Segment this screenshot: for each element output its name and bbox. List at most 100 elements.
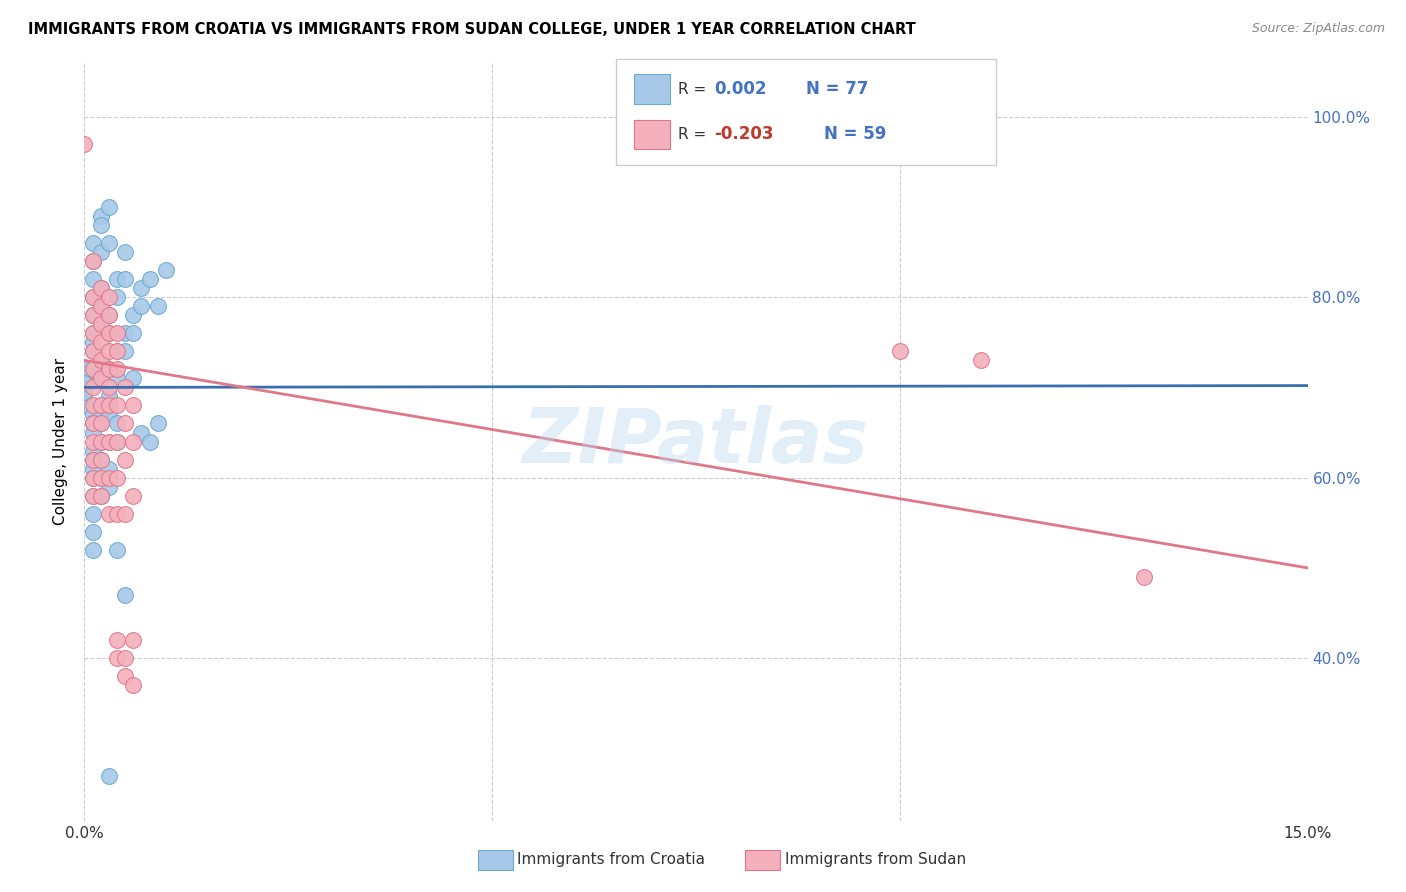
Point: [114, 272, 136, 286]
Point: [105, 290, 128, 304]
Point: [105, 542, 128, 557]
Point: [90, 362, 112, 376]
Point: [82, 380, 104, 394]
Text: R =: R =: [678, 127, 706, 142]
Point: [90, 317, 112, 331]
Point: [97, 326, 120, 341]
Text: IMMIGRANTS FROM CROATIA VS IMMIGRANTS FROM SUDAN COLLEGE, UNDER 1 YEAR CORRELATI: IMMIGRANTS FROM CROATIA VS IMMIGRANTS FR…: [28, 22, 915, 37]
Point: [122, 633, 145, 648]
Point: [105, 344, 128, 359]
Point: [105, 371, 128, 385]
Point: [73, 376, 96, 390]
Point: [90, 434, 112, 449]
Point: [114, 417, 136, 431]
Point: [97, 461, 120, 475]
Point: [82, 507, 104, 521]
Text: Source: ZipAtlas.com: Source: ZipAtlas.com: [1251, 22, 1385, 36]
Point: [146, 417, 169, 431]
Point: [90, 399, 112, 413]
Point: [131, 299, 153, 313]
Point: [138, 434, 160, 449]
Point: [97, 768, 120, 782]
Point: [97, 389, 120, 403]
Point: [114, 452, 136, 467]
Point: [82, 434, 104, 449]
Point: [97, 434, 120, 449]
Point: [114, 507, 136, 521]
Point: [82, 326, 104, 341]
Point: [122, 326, 145, 341]
Point: [105, 272, 128, 286]
Point: [122, 489, 145, 503]
Point: [122, 434, 145, 449]
Point: [90, 489, 112, 503]
FancyBboxPatch shape: [634, 120, 671, 149]
Point: [114, 344, 136, 359]
Point: [82, 272, 104, 286]
Point: [122, 308, 145, 322]
Point: [82, 489, 104, 503]
Point: [90, 452, 112, 467]
Point: [122, 678, 145, 692]
Point: [97, 362, 120, 376]
Point: [105, 507, 128, 521]
Point: [114, 669, 136, 683]
Y-axis label: College, Under 1 year: College, Under 1 year: [53, 358, 69, 525]
Point: [82, 524, 104, 539]
Point: [90, 489, 112, 503]
Point: [73, 371, 96, 385]
Point: [90, 371, 112, 385]
Point: [105, 434, 128, 449]
Text: Immigrants from Sudan: Immigrants from Sudan: [785, 853, 966, 867]
Point: [97, 290, 120, 304]
Point: [105, 344, 128, 359]
Point: [90, 209, 112, 223]
Point: [82, 344, 104, 359]
Text: N = 59: N = 59: [824, 126, 887, 144]
FancyBboxPatch shape: [616, 59, 995, 165]
FancyBboxPatch shape: [634, 74, 671, 103]
Point: [90, 371, 112, 385]
Point: [90, 399, 112, 413]
Point: [97, 380, 120, 394]
Text: -0.203: -0.203: [714, 126, 773, 144]
Point: [82, 417, 104, 431]
Point: [97, 399, 120, 413]
Point: [97, 344, 120, 359]
Point: [73, 384, 96, 399]
Point: [90, 452, 112, 467]
Point: [90, 353, 112, 368]
Point: [1133, 570, 1156, 584]
Point: [114, 380, 136, 394]
Point: [97, 235, 120, 250]
Point: [138, 272, 160, 286]
Point: [105, 470, 128, 484]
Point: [82, 254, 104, 268]
Point: [82, 254, 104, 268]
Point: [105, 417, 128, 431]
Point: [82, 290, 104, 304]
Point: [90, 299, 112, 313]
Point: [82, 344, 104, 359]
Point: [131, 281, 153, 295]
Point: [82, 425, 104, 440]
Point: [90, 281, 112, 295]
Point: [82, 461, 104, 475]
Text: R =: R =: [678, 81, 706, 96]
Point: [90, 417, 112, 431]
Point: [82, 443, 104, 458]
Point: [97, 408, 120, 422]
Point: [90, 417, 112, 431]
Text: ZIPatlas: ZIPatlas: [523, 405, 869, 478]
Point: [73, 367, 96, 381]
Text: 0.002: 0.002: [714, 80, 766, 98]
Point: [114, 326, 136, 341]
Point: [105, 362, 128, 376]
Point: [82, 290, 104, 304]
Point: [97, 326, 120, 341]
Point: [90, 470, 112, 484]
Point: [82, 335, 104, 350]
Point: [114, 651, 136, 665]
Point: [122, 371, 145, 385]
Point: [73, 399, 96, 413]
